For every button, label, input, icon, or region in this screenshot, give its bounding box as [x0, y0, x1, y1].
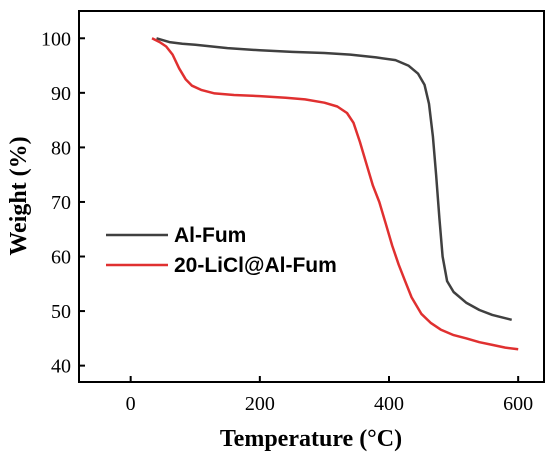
y-tick-label: 50 [51, 301, 71, 323]
x-tick-label: 0 [126, 393, 136, 415]
y-tick-label: 100 [41, 28, 71, 50]
y-tick-label: 70 [51, 192, 71, 214]
y-tick-label: 60 [51, 247, 71, 269]
legend-label-2: 20-LiCl@Al-Fum [174, 254, 337, 277]
legend-label-1: Al-Fum [174, 224, 246, 247]
series-lines [151, 37, 519, 351]
y-tick-label: 80 [51, 137, 71, 159]
y-tick-label: 90 [51, 83, 71, 105]
plot-frame [78, 10, 545, 383]
x-axis-title: Temperature (°C) [220, 426, 402, 452]
legend: Al-Fum 20-LiCl@Al-Fum [106, 224, 337, 277]
tick-marks [79, 37, 520, 382]
x-tick-label: 400 [374, 393, 404, 415]
series-line-1 [156, 37, 513, 322]
series-line-2 [151, 37, 519, 351]
y-tick-label: 40 [51, 356, 71, 378]
x-tick-label: 600 [503, 393, 533, 415]
x-tick-label: 200 [245, 393, 275, 415]
tick-labels: 0 200 400 600 40 50 60 70 80 90 100 [41, 28, 533, 415]
y-axis-title: Weight (%) [6, 136, 32, 255]
